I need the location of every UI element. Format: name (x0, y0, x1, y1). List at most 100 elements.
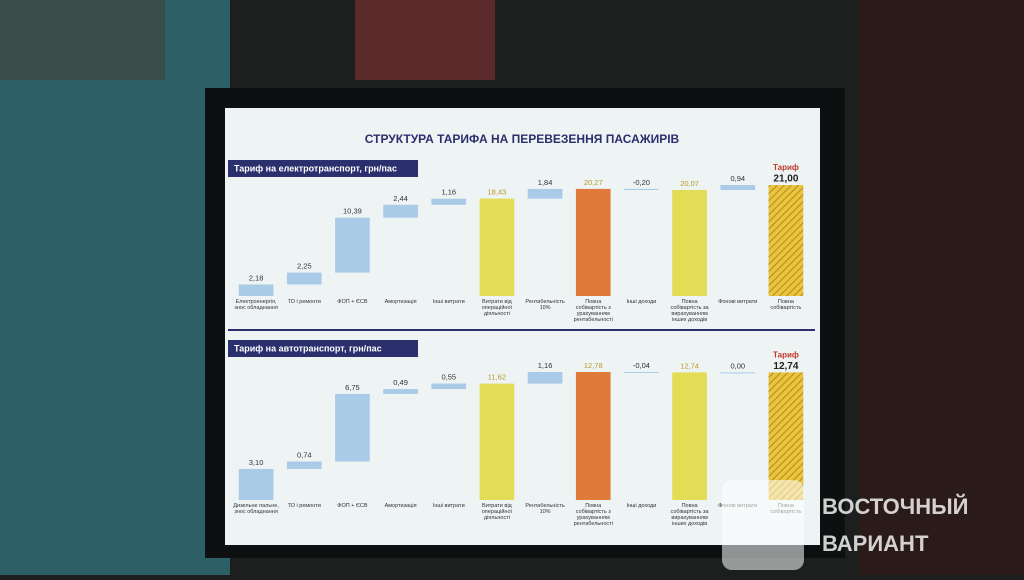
x-tick-label: Повна собівартість з урахуванням рентабе… (573, 299, 613, 323)
x-tick-label: Повна собівартість з урахуванням рентабе… (573, 503, 613, 527)
bar (383, 204, 418, 218)
bar (768, 185, 804, 296)
chart-header (228, 340, 418, 357)
bar (720, 185, 756, 190)
value-label: 1,16 (441, 188, 456, 197)
category-label-box: Повна собівартість з урахуванням рентабе… (573, 503, 613, 527)
x-tick-label: ФОП + ЄСВ (337, 299, 368, 305)
slide-title: СТРУКТУРА ТАРИФА НА ПЕРЕВЕЗЕННЯ ПАСАЖИРІ… (365, 132, 680, 146)
category-label-box: Інші доходи (626, 299, 657, 305)
x-tick-label: Витрати від операційної діяльності (481, 503, 513, 521)
category-label-box: Рентабельність 10% (525, 299, 565, 311)
value-label: 0,49 (393, 378, 408, 387)
category-label-box: ФОП + ЄСВ (337, 299, 368, 305)
value-label: 12,78 (584, 361, 603, 370)
bar (479, 198, 515, 296)
value-label: 20,07 (680, 179, 699, 188)
annotation: Тариф (773, 163, 799, 172)
category-label-box: Повна собівартість за вирахуванням інших… (670, 299, 709, 323)
bar (575, 372, 611, 500)
category-label-box: Електроенергія, знос обладнання (234, 299, 278, 311)
value-label: 0,55 (441, 373, 456, 382)
category-label-box: ТО і ремонти (287, 299, 321, 305)
bar (720, 372, 756, 374)
value-label: 18,43 (488, 188, 507, 197)
watermark-text: ВОСТОЧНЫЙ (822, 494, 969, 519)
x-tick-label: Фонові витрати (718, 299, 758, 305)
x-tick-label: Рентабельність 10% (525, 503, 565, 515)
value-label: 0,94 (730, 174, 745, 183)
category-label-box: Витрати від операційної діяльності (481, 299, 513, 317)
value-label: 12,74 (773, 361, 798, 372)
curtain (860, 0, 1024, 575)
value-label: 2,18 (249, 273, 264, 282)
bar (672, 372, 707, 500)
x-tick-label: ТО і ремонти (287, 299, 321, 305)
category-label-box: Повна собівартість за вирахуванням інших… (670, 503, 709, 527)
x-tick-label: Інші доходи (626, 503, 657, 509)
category-label-box: Інші витрати (432, 503, 465, 509)
x-tick-label: Амортизація (384, 503, 417, 509)
value-label: -0,20 (633, 178, 650, 187)
category-label-box: ФОП + ЄСВ (337, 503, 368, 509)
x-tick-label: Дизельне пальне, знос обладнання (233, 503, 279, 515)
window (0, 0, 165, 80)
value-label: 3,10 (249, 458, 264, 467)
category-label-box: Інші витрати (432, 299, 465, 305)
bar (527, 188, 563, 199)
x-tick-label: Витрати від операційної діяльності (481, 299, 513, 317)
x-tick-label: Інші витрати (432, 299, 465, 305)
x-tick-label: Повна собівартість за вирахуванням інших… (670, 299, 709, 323)
bar (335, 393, 370, 462)
value-label: 1,16 (538, 361, 553, 370)
x-tick-label: Інші доходи (626, 299, 657, 305)
bar (238, 468, 274, 500)
picture (355, 0, 495, 80)
category-label-box: Дизельне пальне, знос обладнання (233, 503, 279, 515)
value-label: 0,00 (730, 361, 745, 370)
bar (286, 461, 322, 469)
x-tick-label: Електроенергія, знос обладнання (234, 299, 278, 311)
bar (527, 372, 563, 384)
bar (335, 217, 370, 273)
category-label-box: Амортизація (384, 503, 417, 509)
bar (479, 383, 515, 500)
category-label-box: Рентабельність 10% (525, 503, 565, 515)
x-tick-label: Повна собівартість за вирахуванням інших… (670, 503, 709, 527)
bar (624, 372, 659, 373)
category-label-box: Витрати від операційної діяльності (481, 503, 513, 521)
watermark-text: ВАРИАНТ (822, 531, 929, 556)
wall (0, 0, 230, 575)
x-tick-label: Рентабельність 10% (525, 299, 565, 311)
category-label-box: Фонові витрати (718, 299, 758, 305)
value-label: 10,39 (343, 207, 362, 216)
category-label-box: ТО і ремонти (287, 503, 321, 509)
x-tick-label: ФОП + ЄСВ (337, 503, 368, 509)
value-label: 6,75 (345, 383, 360, 392)
bar (672, 189, 707, 296)
value-label: 2,44 (393, 194, 408, 203)
value-label: 11,62 (488, 373, 506, 382)
bar (286, 272, 322, 285)
chart-title: Тариф на автотранспорт, грн/пас (234, 343, 382, 353)
value-label: 20,27 (584, 178, 603, 187)
watermark-logo (722, 480, 804, 570)
bar (575, 188, 611, 296)
x-tick-label: Амортизація (384, 299, 417, 305)
x-tick-label: Повна собівартість (770, 299, 802, 311)
bar (624, 188, 659, 190)
x-tick-label: Інші витрати (432, 503, 465, 509)
watermark: ВОСТОЧНЫЙ ВАРИАНТ (722, 480, 969, 570)
chart-title: Тариф на електротранспорт, грн/пас (234, 163, 397, 173)
value-label: 12,74 (680, 361, 699, 370)
bar (383, 389, 418, 394)
value-label: -0,04 (633, 361, 650, 370)
bar (768, 372, 804, 500)
x-tick-label: ТО і ремонти (287, 503, 321, 509)
value-label: 1,84 (538, 178, 553, 187)
bar (431, 198, 467, 205)
category-label-box: Амортизація (384, 299, 417, 305)
value-label: 2,25 (297, 262, 312, 271)
